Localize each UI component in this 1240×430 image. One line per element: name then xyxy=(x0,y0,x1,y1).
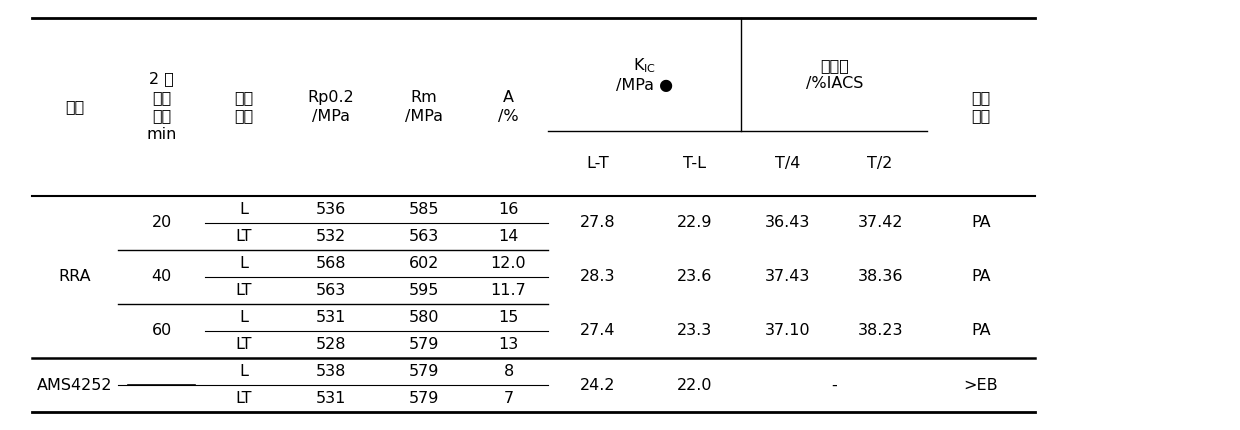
Text: 37.10: 37.10 xyxy=(764,323,810,338)
Text: 585: 585 xyxy=(408,202,439,217)
Text: 579: 579 xyxy=(408,337,439,352)
Text: L-T: L-T xyxy=(587,156,609,171)
Text: 12.0: 12.0 xyxy=(491,256,526,271)
Text: 22.9: 22.9 xyxy=(677,215,712,230)
Text: T/4: T/4 xyxy=(775,156,800,171)
Text: 580: 580 xyxy=(408,310,439,325)
Text: 20: 20 xyxy=(151,215,172,230)
Text: PA: PA xyxy=(971,215,991,230)
Text: PA: PA xyxy=(971,269,991,284)
Text: L: L xyxy=(239,310,248,325)
Text: 531: 531 xyxy=(316,391,346,406)
Text: 13: 13 xyxy=(498,337,518,352)
Text: LT: LT xyxy=(236,391,252,406)
Text: LT: LT xyxy=(236,283,252,298)
Text: 22.0: 22.0 xyxy=(677,378,712,393)
Text: 38.23: 38.23 xyxy=(857,323,903,338)
Text: RRA: RRA xyxy=(58,269,92,284)
Text: LT: LT xyxy=(236,337,252,352)
Text: Rp0.2
/MPa: Rp0.2 /MPa xyxy=(308,90,355,123)
Text: 16: 16 xyxy=(498,202,518,217)
Text: LT: LT xyxy=(236,229,252,244)
Text: T/2: T/2 xyxy=(868,156,893,171)
Text: A
/%: A /% xyxy=(498,90,518,123)
Text: 7: 7 xyxy=(503,391,513,406)
Text: 27.4: 27.4 xyxy=(580,323,615,338)
Text: 528: 528 xyxy=(315,337,346,352)
Text: 24.2: 24.2 xyxy=(580,378,615,393)
Text: 11.7: 11.7 xyxy=(491,283,527,298)
Text: 60: 60 xyxy=(151,323,172,338)
Text: L: L xyxy=(239,364,248,379)
Text: 563: 563 xyxy=(408,229,439,244)
Text: 14: 14 xyxy=(498,229,518,244)
Text: 602: 602 xyxy=(408,256,439,271)
Text: 23.6: 23.6 xyxy=(677,269,712,284)
Text: 536: 536 xyxy=(316,202,346,217)
Text: 编号: 编号 xyxy=(66,99,84,114)
Text: 579: 579 xyxy=(408,364,439,379)
Text: L: L xyxy=(239,256,248,271)
Text: 23.3: 23.3 xyxy=(677,323,712,338)
Text: 579: 579 xyxy=(408,391,439,406)
Text: 595: 595 xyxy=(408,283,439,298)
Text: 试样
方向: 试样 方向 xyxy=(234,90,254,123)
Text: 27.8: 27.8 xyxy=(580,215,615,230)
Text: Rm
/MPa: Rm /MPa xyxy=(404,90,443,123)
Text: 2 级
保温
时间
min: 2 级 保温 时间 min xyxy=(146,71,177,142)
Text: 538: 538 xyxy=(316,364,346,379)
Text: 37.42: 37.42 xyxy=(857,215,903,230)
Text: K$_{\mathregular{IC}}$
/MPa ●: K$_{\mathregular{IC}}$ /MPa ● xyxy=(616,57,673,93)
Text: 15: 15 xyxy=(498,310,518,325)
Text: >EB: >EB xyxy=(963,378,998,393)
Text: 37.43: 37.43 xyxy=(765,269,810,284)
Text: L: L xyxy=(239,202,248,217)
Text: 剥落
腐蚀: 剥落 腐蚀 xyxy=(971,90,991,123)
Text: T-L: T-L xyxy=(683,156,706,171)
Text: 28.3: 28.3 xyxy=(580,269,615,284)
Text: 8: 8 xyxy=(503,364,513,379)
Text: 36.43: 36.43 xyxy=(765,215,810,230)
Text: PA: PA xyxy=(971,323,991,338)
Text: 568: 568 xyxy=(315,256,346,271)
Text: 38.36: 38.36 xyxy=(857,269,903,284)
Text: 563: 563 xyxy=(316,283,346,298)
Text: 532: 532 xyxy=(316,229,346,244)
Text: -: - xyxy=(831,378,837,393)
Text: 电导率
/%IACS: 电导率 /%IACS xyxy=(806,58,863,91)
Text: 40: 40 xyxy=(151,269,172,284)
Text: 531: 531 xyxy=(316,310,346,325)
Text: AMS4252: AMS4252 xyxy=(37,378,113,393)
